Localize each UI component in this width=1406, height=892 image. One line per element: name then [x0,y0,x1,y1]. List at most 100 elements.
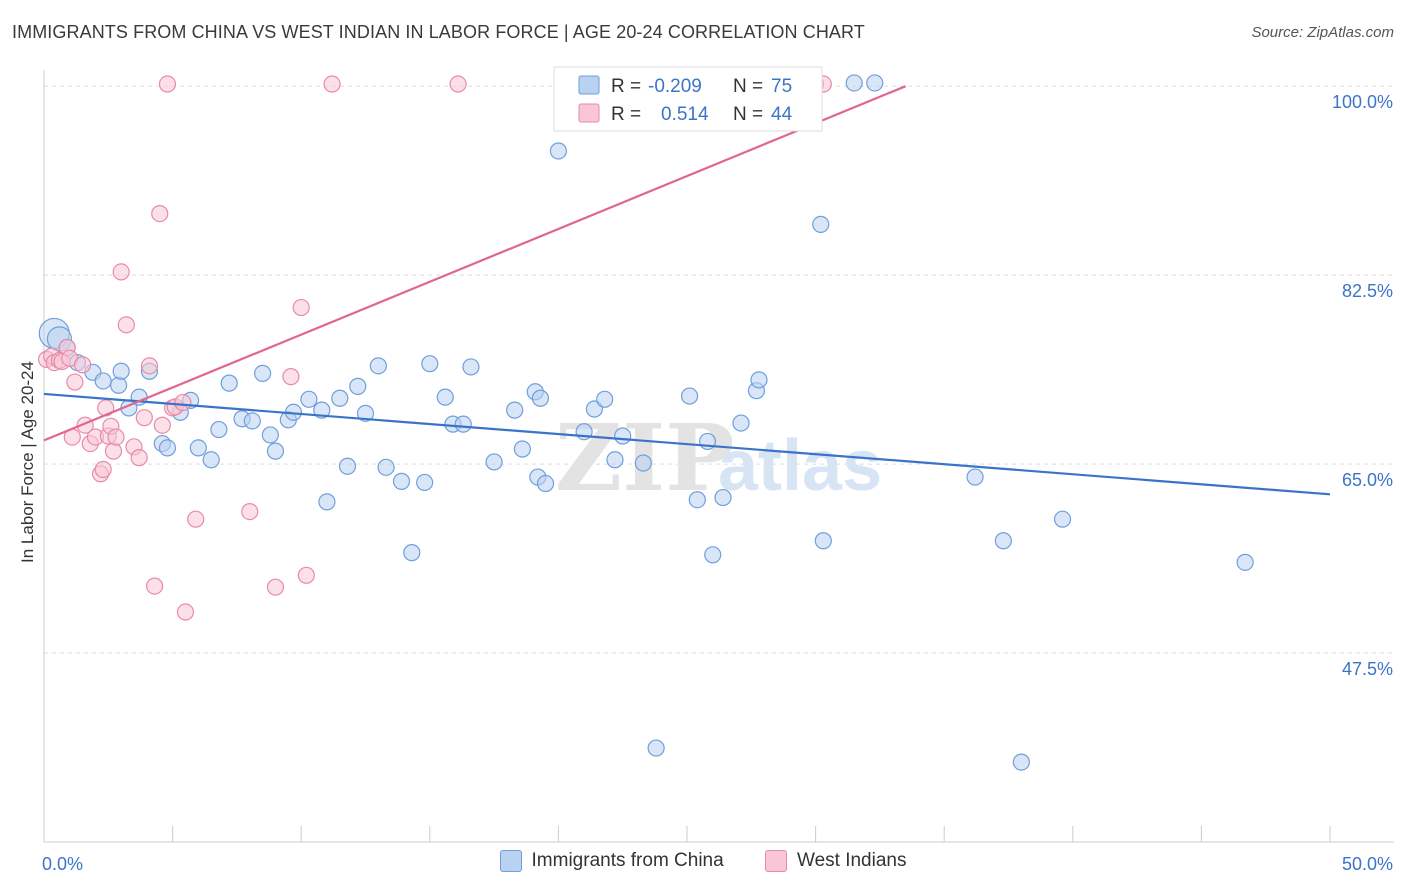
point-west-indians [130,449,148,467]
point-west-indians [187,510,205,528]
point-china [462,358,480,376]
trend-line-china [43,392,1331,496]
point-china [814,532,832,550]
bottom-legend: Immigrants from China West Indians [0,850,1406,878]
y-tick-label: 47.5% [1342,659,1393,679]
point-china [189,439,207,457]
point-china [403,544,421,562]
point-china [549,142,568,160]
point-china [261,426,279,444]
legend-swatch-west-indians [578,103,600,123]
point-china [994,532,1012,550]
y-axis-title: In Labor Force | Age 20-24 [18,361,37,563]
point-china [680,387,699,405]
point-china [714,488,732,507]
point-west-indians [158,75,177,93]
point-china [416,473,434,492]
point-china [606,451,624,469]
point-west-indians [176,603,195,621]
point-china [634,454,652,472]
point-west-indians [140,357,159,375]
point-china [614,427,632,445]
legend-item-china: Immigrants from China [499,850,724,872]
y-tick-label: 100.0% [1332,92,1393,112]
point-china [112,362,130,380]
point-china [436,388,454,406]
point-west-indians [153,416,171,434]
point-west-indians [107,428,125,446]
point-china [1012,753,1030,771]
watermark-atlas: atlas [718,426,882,506]
point-west-indians [66,373,84,391]
point-china [202,451,220,469]
y-tick-label: 82.5% [1342,281,1393,301]
point-china [94,372,112,390]
point-china [966,468,984,486]
legend-n-label: N = [733,104,763,125]
point-china [506,401,524,419]
legend-r-value: -0.209 [648,76,702,97]
axes [43,70,1394,843]
point-china [596,390,614,408]
point-west-indians [241,503,259,521]
legend-n-value: 44 [771,104,793,125]
point-china [220,374,238,392]
point-china [513,440,531,458]
legend-r-value: 0.514 [661,104,709,125]
top-legend: R = -0.209 N = 75 R = 0.514 N = 44 [553,66,823,132]
point-west-indians [323,75,341,93]
point-west-indians [104,442,123,460]
trend-line-west-indians [43,85,907,442]
point-china [313,401,331,419]
point-china [1236,553,1254,571]
point-west-indians [292,298,310,317]
point-china [647,739,665,757]
x-tick-label: 50.0% [1342,854,1393,874]
point-china [254,364,272,383]
point-west-indians [94,460,112,479]
point-china [866,74,884,92]
point-china [485,453,503,471]
point-west-indians [151,205,169,223]
point-china [210,420,228,439]
point-west-indians [117,316,135,334]
point-china [300,390,318,408]
legend-n-value: 75 [771,76,792,97]
point-west-indians [266,578,285,596]
trend-lines [43,85,1331,496]
data-points [37,74,1254,771]
legend-swatch-china [499,850,522,872]
point-west-indians [135,409,153,427]
point-west-indians [112,263,130,281]
point-china [732,414,750,432]
point-west-indians [174,393,192,412]
point-china [243,412,261,430]
point-china [266,442,285,460]
legend-r-label: R = [611,76,641,97]
point-china [531,389,549,407]
point-west-indians [449,75,467,93]
legend-swatch-china [578,75,600,95]
point-china [158,439,177,457]
tick-labels: 100.0% 82.5% 65.0% 47.5% 0.0% 50.0% [42,92,1393,874]
point-china [688,491,706,509]
point-west-indians [145,577,164,595]
x-tick-label: 0.0% [42,854,83,874]
point-china [109,376,128,394]
point-china [845,74,863,92]
y-tick-label: 65.0% [1342,470,1393,490]
legend-swatch-west-indians [764,850,787,872]
point-china [812,215,830,233]
chart-title: IMMIGRANTS FROM CHINA VS WEST INDIAN IN … [12,22,865,42]
point-west-indians [282,368,300,386]
legend-r-label: R = [611,104,641,125]
point-china [704,546,722,564]
point-china [454,415,472,433]
point-china [750,371,768,389]
point-china [377,458,395,476]
point-china [392,472,411,490]
legend-n-label: N = [733,76,763,97]
point-china [331,389,349,407]
point-china [349,377,367,395]
